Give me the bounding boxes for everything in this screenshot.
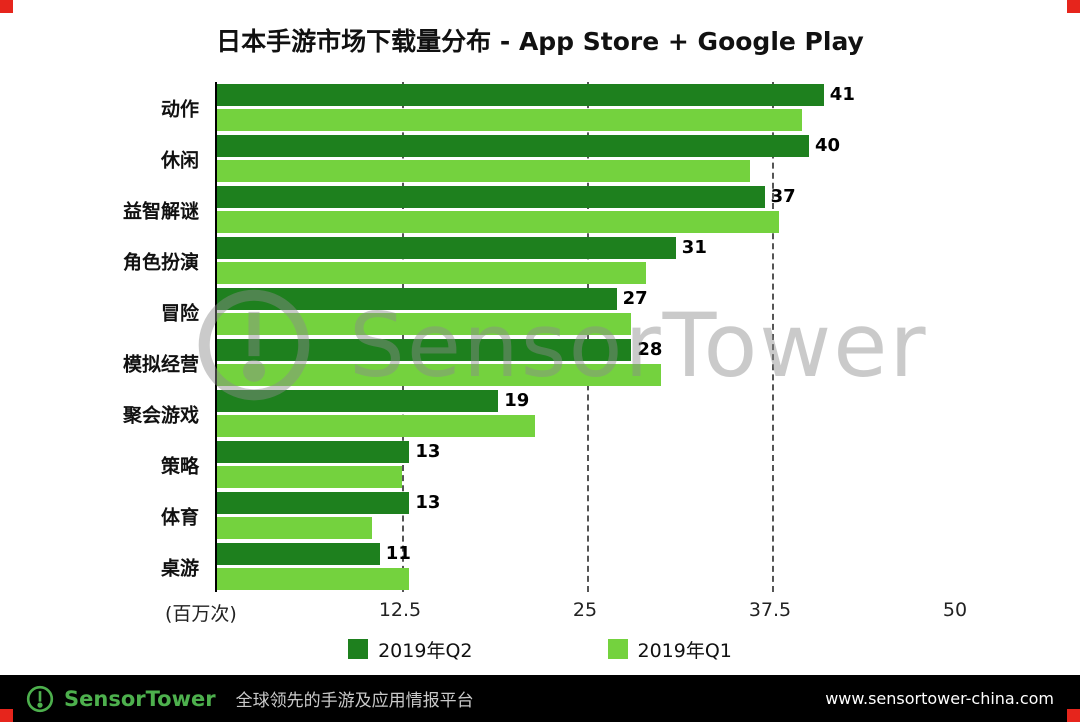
bar-line	[217, 160, 957, 182]
bar-2019年Q2	[217, 135, 809, 157]
bar-2019年Q1	[217, 568, 410, 590]
category-label: 角色扮演	[122, 251, 199, 273]
bar-2019年Q2	[217, 492, 410, 514]
legend-label: 2019年Q2	[378, 639, 473, 662]
category-label: 益智解谜	[122, 200, 199, 222]
category-label: 动作	[160, 98, 199, 120]
bar-value-label: 13	[415, 441, 441, 462]
footer-banner: SensorTower 全球领先的手游及应用情报平台 www.sensortow…	[0, 675, 1080, 722]
gridline	[402, 82, 404, 592]
bar-2019年Q2	[217, 390, 499, 412]
bar-value-label: 41	[829, 84, 855, 105]
corner-accent-top-right	[1067, 0, 1080, 13]
bar-line	[217, 517, 957, 539]
sensortower-logo-icon	[26, 685, 54, 712]
bar-line: 19	[217, 390, 957, 412]
bar-2019年Q1	[217, 415, 536, 437]
footer-url: www.sensortower-china.com	[825, 689, 1054, 708]
category-row: 冒险 27	[161, 286, 957, 337]
legend-item: 2019年Q2	[348, 636, 473, 663]
bar-line: 13	[217, 492, 957, 514]
bar-2019年Q1	[217, 517, 373, 539]
bar-2019年Q1	[217, 364, 661, 386]
bar-line: 11	[217, 543, 957, 565]
bar-2019年Q2	[217, 339, 632, 361]
footer-left: SensorTower 全球领先的手游及应用情报平台	[26, 685, 474, 713]
bar-chart: 动作 41 休闲 40 益智解谜 37 角色扮演 31 冒险 27 模拟经营 28 聚会游戏 19 策略 13…	[0, 82, 1080, 662]
plot-area: 动作 41 休闲 40 益智解谜 37 角色扮演 31 冒险 27 模拟经营 28 聚会游戏 19 策略 13…	[123, 82, 957, 592]
bar-2019年Q1	[217, 313, 632, 335]
category-row: 益智解谜 37	[123, 184, 957, 235]
bar-value-label: 40	[815, 135, 841, 156]
category-row: 体育 13	[161, 490, 957, 541]
x-axis-tick: 37.5	[748, 599, 792, 621]
bar-line	[217, 262, 957, 284]
category-row: 聚会游戏 19	[123, 388, 957, 439]
category-row: 模拟经营 28	[123, 337, 957, 388]
bar-2019年Q2	[217, 441, 410, 463]
category-row: 动作 41	[161, 82, 957, 133]
bar-line	[217, 109, 957, 131]
category-row: 桌游 11	[161, 541, 957, 592]
bar-line: 13	[217, 441, 957, 463]
bar-value-label: 27	[622, 288, 648, 309]
gridline	[587, 82, 589, 592]
bar-value-label: 28	[637, 339, 663, 360]
bar-value-label: 11	[385, 543, 411, 564]
category-label: 体育	[160, 506, 199, 528]
bar-2019年Q2	[217, 237, 676, 259]
bar-2019年Q1	[217, 262, 647, 284]
x-axis: (百万次) 12.5 25 37.5 50	[165, 592, 967, 625]
bar-2019年Q2	[217, 186, 765, 208]
bar-line	[217, 415, 957, 437]
bar-line: 41	[217, 84, 957, 106]
footer-brand: SensorTower	[64, 686, 216, 711]
bar-value-label: 13	[415, 492, 441, 513]
bar-value-label: 37	[770, 186, 796, 207]
legend-swatch	[607, 639, 628, 659]
category-label: 模拟经营	[122, 353, 199, 375]
bar-line: 27	[217, 288, 957, 310]
category-label: 策略	[160, 455, 199, 477]
bar-2019年Q2	[217, 288, 617, 310]
bar-2019年Q1	[217, 160, 750, 182]
corner-accent-bottom-left	[0, 709, 13, 722]
corner-accent-top-left	[0, 0, 13, 13]
bar-2019年Q1	[217, 211, 780, 233]
bar-line	[217, 466, 957, 488]
x-axis-tick: 12.5	[378, 599, 422, 621]
category-label: 休闲	[160, 149, 199, 171]
bar-value-label: 19	[504, 390, 530, 411]
x-axis-tick: 50	[942, 599, 968, 621]
x-axis-unit-label: (百万次)	[165, 603, 237, 625]
x-axis-tick: 25	[572, 599, 598, 621]
chart-title: 日本手游市场下载量分布 - App Store + Google Play	[216, 27, 864, 56]
bar-line: 28	[217, 339, 957, 361]
legend-swatch	[348, 639, 369, 659]
legend-label: 2019年Q1	[637, 639, 732, 662]
bar-line	[217, 568, 957, 590]
bar-line: 37	[217, 186, 957, 208]
category-label: 桌游	[160, 557, 199, 579]
bar-line: 40	[217, 135, 957, 157]
category-row: 策略 13	[161, 439, 957, 490]
footer-tagline: 全球领先的手游及应用情报平台	[235, 691, 474, 711]
bar-line: 31	[217, 237, 957, 259]
bar-line	[217, 313, 957, 335]
gridline	[772, 82, 774, 592]
bar-line	[217, 211, 957, 233]
category-row: 角色扮演 31	[123, 235, 957, 286]
corner-accent-bottom-right	[1067, 709, 1080, 722]
bar-2019年Q2	[217, 543, 380, 565]
bar-2019年Q1	[217, 466, 402, 488]
bar-value-label: 31	[681, 237, 707, 258]
bar-line	[217, 364, 957, 386]
bar-2019年Q1	[217, 109, 802, 131]
legend: 2019年Q2 2019年Q1	[0, 636, 1080, 662]
legend-item: 2019年Q1	[607, 636, 732, 663]
category-label: 冒险	[160, 302, 199, 324]
bar-2019年Q2	[217, 84, 824, 106]
category-label: 聚会游戏	[122, 404, 199, 426]
category-row: 休闲 40	[161, 133, 957, 184]
